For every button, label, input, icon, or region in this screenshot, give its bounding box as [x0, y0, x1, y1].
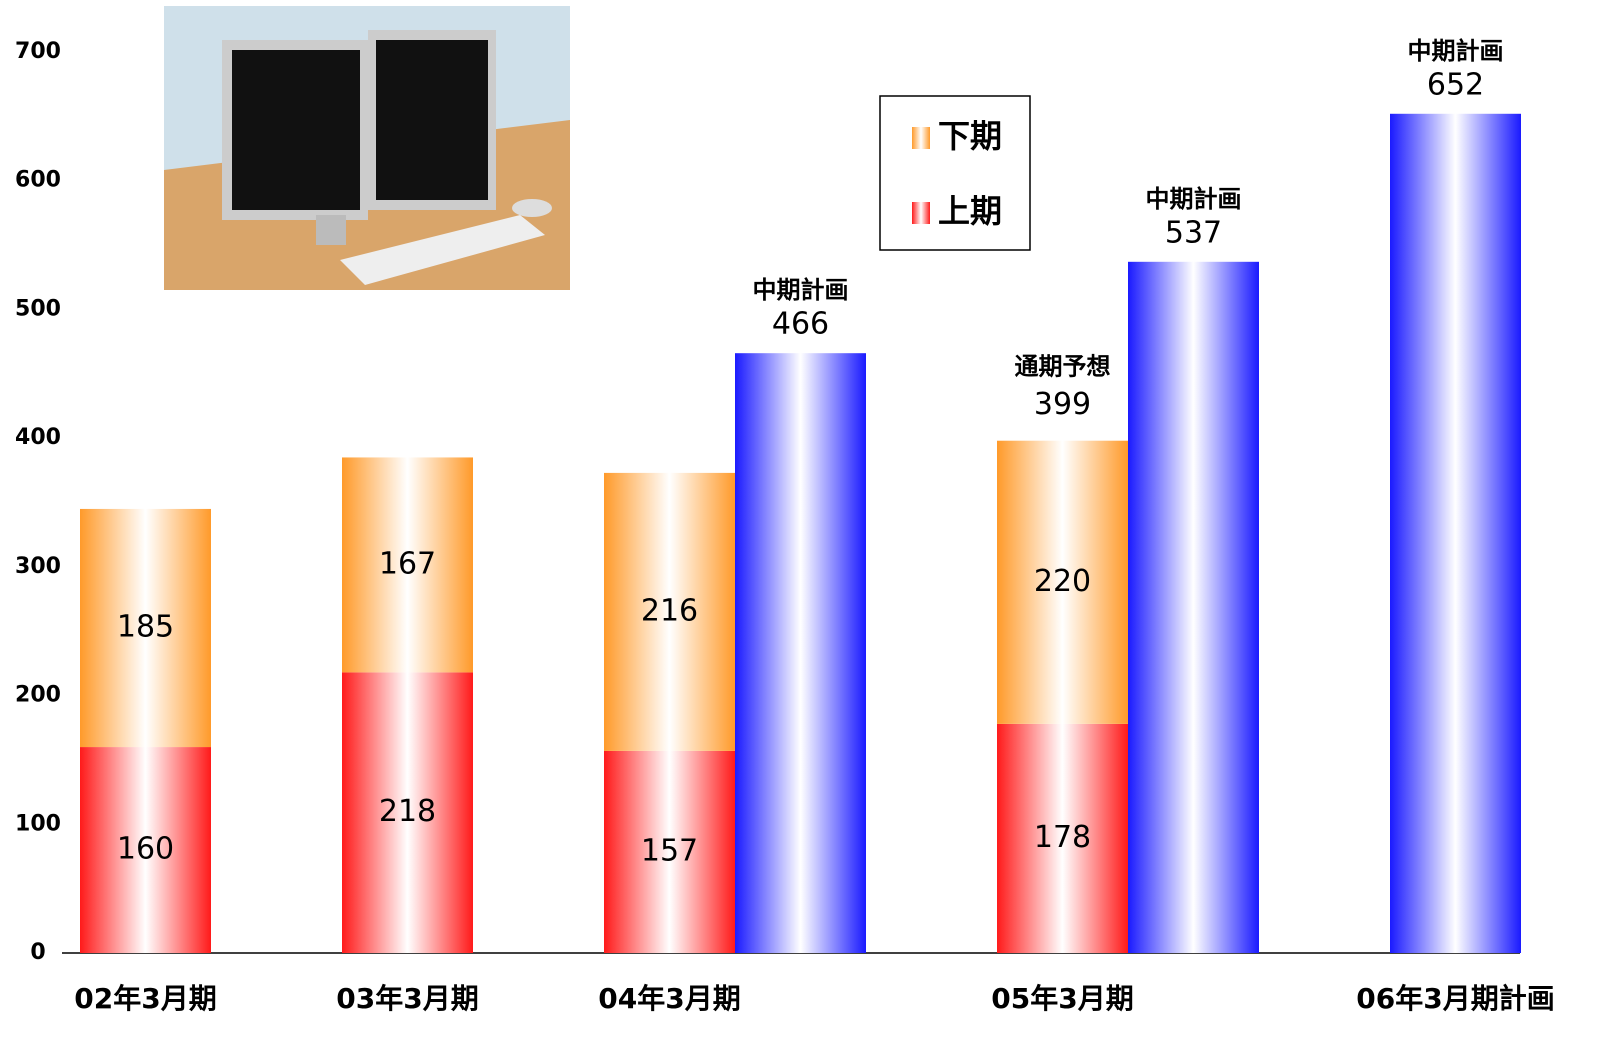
- data-label: 185: [117, 609, 174, 644]
- y-tick-label: 300: [15, 554, 61, 579]
- y-tick-label: 0: [30, 940, 45, 965]
- x-tick-label: 02年3月期: [74, 982, 216, 1015]
- legend-label: 下期: [938, 117, 1002, 155]
- y-tick-label: 200: [15, 683, 61, 708]
- y-tick-label: 400: [15, 425, 61, 450]
- annotation-text: 通期予想: [1015, 352, 1111, 380]
- data-label: 160: [117, 832, 174, 867]
- x-tick-label: 03年3月期: [336, 982, 478, 1015]
- data-label: 220: [1034, 564, 1091, 599]
- legend-label: 上期: [938, 192, 1002, 230]
- data-label: 218: [379, 794, 436, 829]
- y-tick-label: 500: [15, 296, 61, 321]
- x-tick-label: 05年3月期: [991, 982, 1133, 1015]
- data-label: 537: [1165, 215, 1222, 250]
- annotation-value: 399: [1034, 387, 1091, 422]
- legend-swatch: [912, 127, 930, 149]
- y-tick-label: 600: [15, 168, 61, 193]
- legend-swatch: [912, 202, 930, 224]
- data-label: 216: [641, 593, 698, 628]
- chart: 0 100 200 300 400 500 600 700 160 185 02年3月期 218 167…: [0, 0, 1601, 1042]
- data-label: 178: [1034, 820, 1091, 855]
- photo: [164, 6, 570, 290]
- plan-label: 中期計画: [753, 276, 849, 304]
- plan-bar: [1128, 262, 1259, 953]
- data-label: 157: [641, 833, 698, 868]
- x-tick-label: 04年3月期: [598, 982, 740, 1015]
- data-label: 466: [772, 307, 829, 342]
- plan-label: 中期計画: [1146, 185, 1242, 213]
- y-tick-label: 100: [15, 811, 61, 836]
- plan-bar: [735, 353, 866, 953]
- data-label: 167: [379, 546, 436, 581]
- data-label: 652: [1427, 67, 1484, 102]
- y-tick-label: 700: [15, 39, 61, 64]
- plan-bar: [1390, 114, 1521, 953]
- plan-label: 中期計画: [1408, 37, 1504, 65]
- x-tick-label: 06年3月期計画: [1356, 982, 1554, 1015]
